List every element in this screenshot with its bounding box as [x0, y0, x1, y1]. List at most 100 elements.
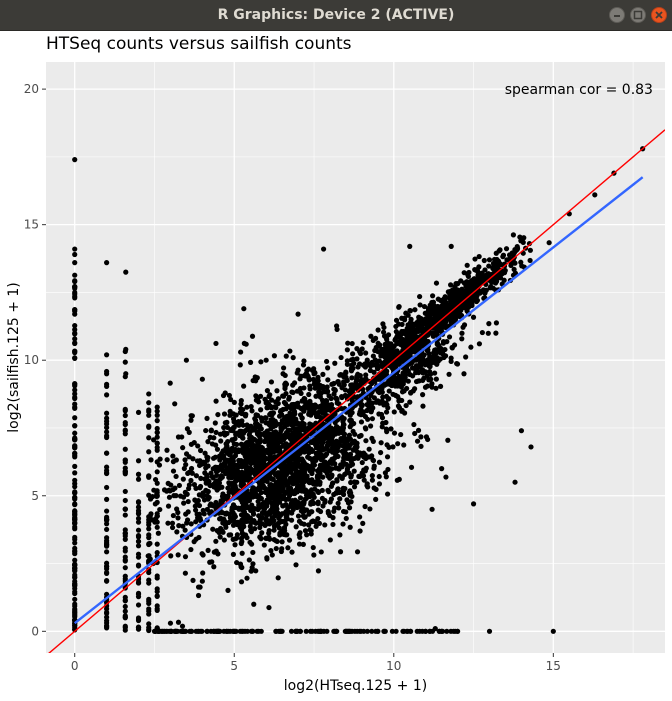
data-point	[249, 333, 256, 339]
data-point	[235, 419, 242, 425]
data-point	[249, 503, 255, 509]
data-point	[381, 324, 387, 331]
data-point	[344, 347, 350, 353]
data-point	[135, 615, 142, 621]
data-point	[243, 491, 249, 497]
data-point	[297, 431, 303, 437]
data-point	[465, 285, 471, 291]
data-point	[297, 534, 303, 540]
data-point	[72, 401, 78, 407]
data-point	[278, 435, 284, 441]
data-point	[306, 511, 312, 517]
data-point	[424, 383, 431, 389]
data-point	[250, 485, 256, 491]
close-button[interactable]	[651, 7, 667, 23]
data-point	[201, 511, 207, 517]
data-point	[340, 521, 346, 527]
data-point	[301, 474, 308, 480]
data-point	[448, 243, 454, 249]
data-point	[157, 506, 163, 513]
data-point	[362, 468, 368, 474]
data-point	[244, 535, 250, 541]
data-point	[445, 437, 451, 443]
data-point	[370, 457, 377, 464]
data-point	[357, 450, 363, 456]
data-point	[375, 340, 381, 346]
data-point	[72, 540, 78, 546]
data-point	[242, 628, 248, 634]
maximize-button[interactable]	[630, 7, 646, 23]
data-point	[348, 479, 354, 486]
data-point	[404, 335, 410, 341]
data-point	[255, 506, 261, 513]
data-point	[433, 376, 439, 382]
data-point	[122, 597, 128, 603]
data-point	[226, 511, 232, 517]
data-point	[446, 334, 453, 340]
data-point	[290, 355, 296, 361]
data-point	[275, 493, 281, 499]
data-point	[361, 477, 367, 483]
data-point	[146, 553, 152, 559]
data-point	[227, 628, 233, 634]
data-point	[486, 263, 492, 269]
data-point	[305, 454, 311, 460]
data-point	[135, 579, 142, 585]
data-point	[72, 323, 78, 329]
data-point	[310, 544, 316, 551]
data-point	[491, 266, 497, 273]
data-point	[443, 353, 449, 359]
data-point	[146, 473, 152, 479]
data-point	[154, 593, 160, 599]
data-point	[104, 368, 110, 375]
data-point	[315, 499, 321, 505]
data-point	[104, 578, 110, 584]
data-point	[290, 472, 296, 478]
data-point	[255, 451, 261, 457]
data-point	[135, 476, 142, 482]
data-point	[122, 348, 128, 355]
data-point	[462, 305, 468, 311]
data-point	[409, 322, 415, 328]
data-point	[304, 400, 310, 406]
data-point	[72, 609, 78, 615]
data-point	[448, 282, 454, 288]
data-point	[461, 270, 467, 276]
data-point	[202, 470, 208, 476]
data-point	[72, 340, 78, 346]
data-point	[173, 457, 179, 463]
data-point	[345, 340, 351, 346]
data-point	[343, 515, 349, 522]
data-point	[271, 404, 278, 410]
data-point	[225, 457, 231, 463]
data-point	[213, 538, 219, 544]
data-point	[286, 484, 292, 490]
data-point	[163, 628, 169, 634]
data-point	[344, 377, 350, 383]
data-point	[301, 514, 308, 520]
data-point	[104, 415, 110, 421]
data-point	[459, 336, 465, 342]
data-point	[261, 542, 267, 548]
data-point	[427, 628, 433, 634]
data-point	[308, 528, 314, 534]
data-point	[416, 317, 422, 323]
data-point	[313, 450, 319, 457]
data-point	[470, 501, 477, 507]
data-point	[237, 470, 243, 477]
data-point	[323, 451, 329, 458]
data-point	[222, 390, 228, 396]
data-point	[401, 330, 407, 336]
minimize-button[interactable]	[609, 7, 625, 23]
x-tick-label: 15	[546, 659, 561, 673]
data-point	[371, 395, 377, 401]
data-point	[154, 541, 160, 547]
data-point	[72, 260, 78, 266]
data-point	[338, 406, 345, 412]
data-point	[321, 432, 327, 438]
data-point	[317, 382, 323, 389]
data-point	[284, 532, 290, 538]
data-point	[287, 479, 293, 485]
data-point	[154, 440, 160, 446]
data-point	[207, 559, 213, 565]
